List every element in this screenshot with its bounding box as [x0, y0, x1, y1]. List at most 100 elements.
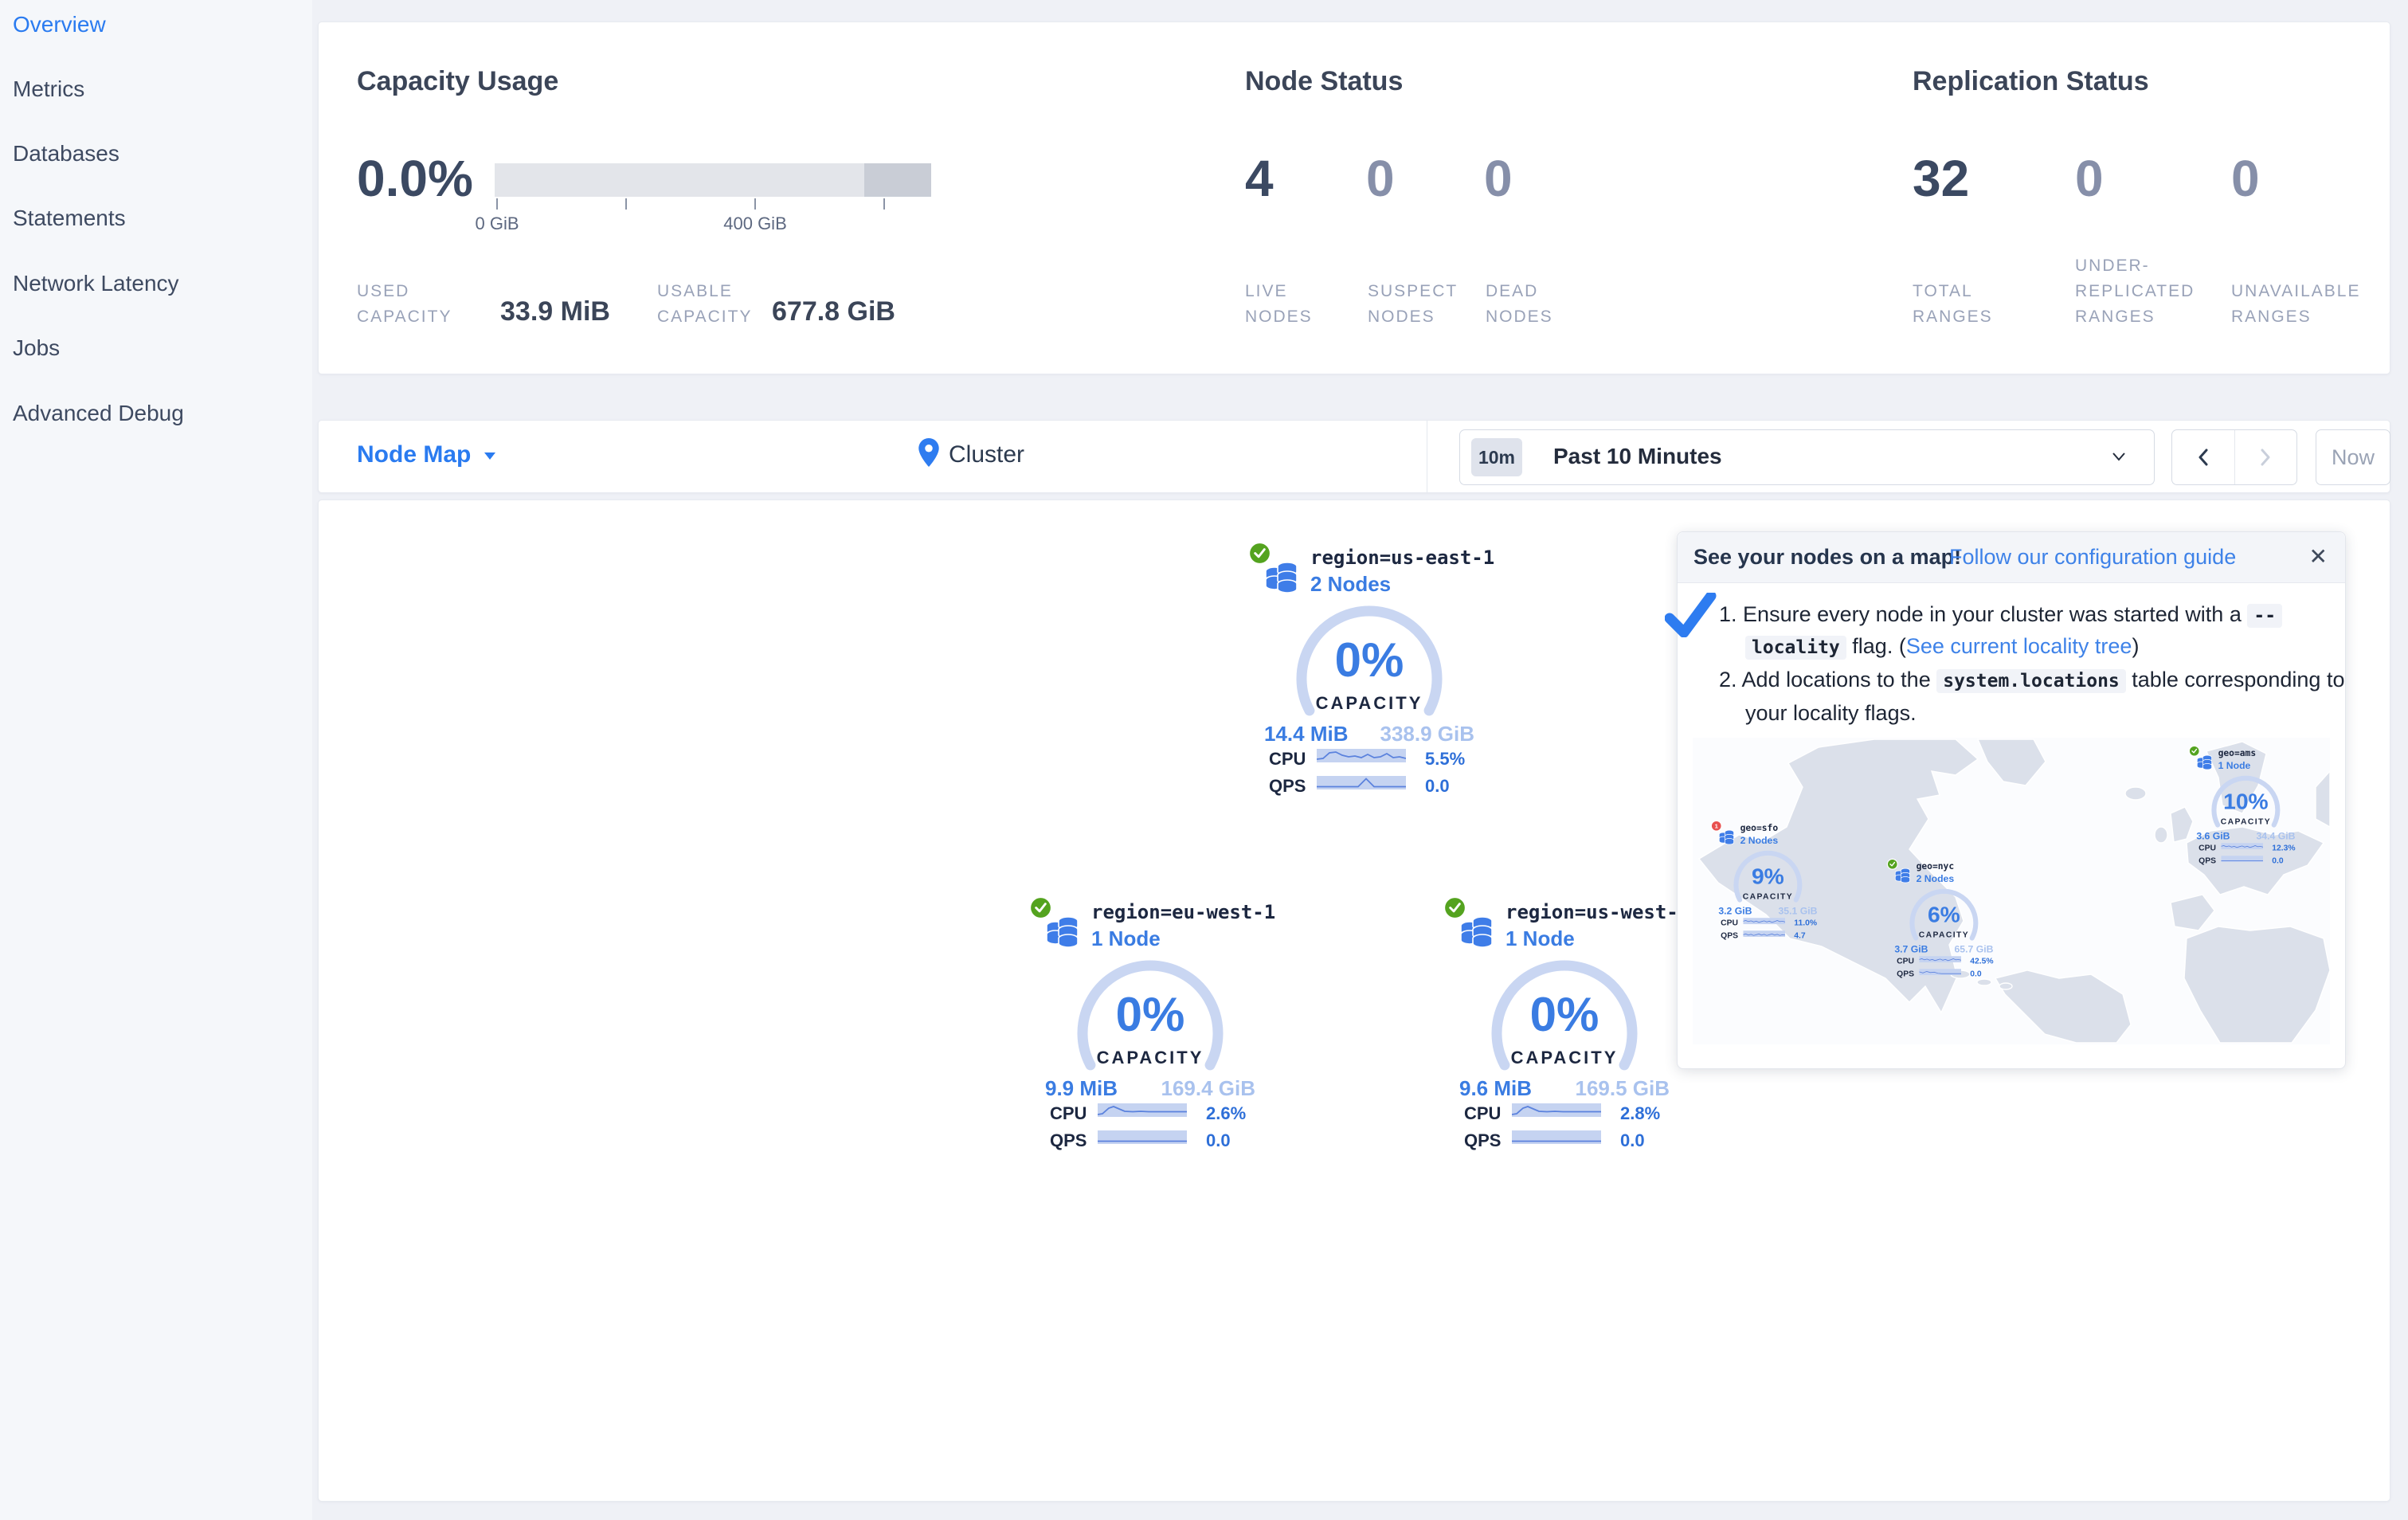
node-map-config-popup: See your nodes on a map! Follow our conf…	[1665, 531, 2346, 1069]
geo-nodes-link[interactable]: 1 Node	[2218, 759, 2251, 771]
total-capacity: 338.9 GiB	[1380, 722, 1474, 746]
capacity-caption: CAPACITY	[1510, 1048, 1619, 1068]
total-capacity: 169.4 GiB	[1161, 1076, 1255, 1100]
qps-sparkline	[1919, 969, 1961, 976]
database-stack-icon	[1265, 562, 1298, 594]
configuration-guide-link[interactable]: Follow our configuration guide	[1949, 545, 2237, 569]
sidebar-item-advanced-debug[interactable]: Advanced Debug	[13, 401, 184, 425]
qps-value: 0.0	[2272, 856, 2284, 865]
qps-label: QPS	[1897, 969, 1915, 978]
locality-tree-link[interactable]: See current locality tree	[1905, 634, 2132, 658]
blue-check-annotation-icon	[1665, 593, 1717, 637]
prev-time-button[interactable]	[2172, 430, 2235, 484]
popup-header: See your nodes on a map! Follow our conf…	[1678, 532, 2345, 583]
capacity-tick	[496, 198, 498, 210]
total-capacity: 65.7 GiB	[1954, 943, 1994, 955]
cpu-value: 5.5%	[1425, 749, 1466, 769]
code-system-locations: system.locations	[1936, 669, 2126, 693]
cpu-value: 2.6%	[1206, 1103, 1247, 1123]
sidebar-item-overview[interactable]: Overview	[13, 12, 106, 37]
geo-card-sfo[interactable]: 1 geo=sfo 2 Nodes 9% CAPACITY 3.2 GiB 35…	[1710, 820, 1823, 944]
qps-value: 0.0	[1620, 1130, 1645, 1150]
view-selector-dropdown[interactable]: Node Map	[357, 441, 471, 468]
capacity-percent: 10%	[2223, 788, 2269, 814]
sidebar-item-network-latency[interactable]: Network Latency	[13, 271, 179, 296]
capacity-tick	[625, 198, 627, 210]
total-capacity: 169.5 GiB	[1575, 1076, 1670, 1100]
used-capacity: 9.9 MiB	[1045, 1076, 1118, 1100]
capacity-arc-gauge	[1077, 960, 1224, 1071]
geo-card-ams[interactable]: geo=ams 1 Node 10% CAPACITY 3.6 GiB 34.4…	[2188, 745, 2300, 869]
used-capacity: 3.6 GiB	[2196, 830, 2230, 842]
qps-sparkline	[1317, 776, 1406, 789]
step-number: 1.	[1719, 602, 1737, 626]
qps-sparkline	[1098, 1130, 1187, 1144]
dead-nodes-label: DEAD NODES	[1486, 282, 1553, 326]
code-locality-flag: --	[2247, 604, 2283, 628]
capacity-caption: CAPACITY	[1918, 930, 1970, 939]
step-text: flag. (	[1846, 634, 1906, 658]
healthy-check-icon	[1886, 858, 1898, 870]
cpu-label: CPU	[2199, 843, 2216, 852]
region-card-us-east-1[interactable]: region=us-east-1 2 Nodes 0% CAPACITY 14.…	[1247, 540, 1494, 805]
qps-value: 0.0	[1425, 776, 1450, 796]
cpu-label: CPU	[1050, 1103, 1087, 1123]
next-time-button[interactable]	[2234, 430, 2296, 484]
capacity-percent: 0%	[1115, 988, 1185, 1041]
qps-label: QPS	[2199, 856, 2217, 865]
region-nodes-link[interactable]: 1 Node	[1505, 926, 1575, 950]
total-ranges-count: 32	[1913, 150, 1970, 207]
cpu-label: CPU	[1269, 749, 1306, 769]
used-capacity-label: USED CAPACITY	[357, 282, 452, 326]
popup-step-2-line-2: your locality flags.	[1745, 701, 1917, 725]
used-capacity: 9.6 MiB	[1459, 1076, 1533, 1100]
capacity-usage-bar	[495, 163, 931, 197]
region-card-us-west-1[interactable]: region=us-west-1 1 Node 0% CAPACITY 9.6 …	[1442, 895, 1690, 1159]
capacity-percent: 9%	[1752, 863, 1784, 889]
close-icon[interactable]: ✕	[2308, 544, 2328, 569]
world-map-graphic	[1697, 738, 2330, 1044]
node-map-toolbar: Node Map Cluster 10m Past 10 Minutes Now	[318, 420, 2390, 493]
under-replicated-count: 0	[2075, 150, 2104, 207]
sidebar-item-metrics[interactable]: Metrics	[13, 76, 85, 101]
geo-nodes-link[interactable]: 2 Nodes	[1740, 834, 1779, 846]
region-nodes-link[interactable]: 2 Nodes	[1310, 572, 1392, 596]
healthy-check-icon	[1443, 895, 1467, 920]
breadcrumb[interactable]: Cluster	[949, 441, 1025, 468]
live-nodes-label: LIVE NODES	[1245, 282, 1313, 326]
geo-nodes-link[interactable]: 2 Nodes	[1916, 872, 1955, 884]
capacity-arc-gauge	[1296, 605, 1443, 716]
capacity-caption: CAPACITY	[2220, 817, 2272, 826]
time-range-dropdown[interactable]: 10m Past 10 Minutes	[1459, 429, 2155, 485]
qps-sparkline	[2221, 856, 2263, 863]
region-card-eu-west-1[interactable]: region=eu-west-1 1 Node 0% CAPACITY 9.9 …	[1028, 895, 1275, 1159]
capacity-tick-label-0: 0 GiB	[475, 214, 519, 233]
database-stack-icon	[2196, 754, 2212, 770]
warning-badge-icon: 1	[1710, 820, 1722, 832]
step-text: Ensure every node in your cluster was st…	[1743, 602, 2248, 626]
geo-title: geo=nyc	[1916, 860, 1955, 872]
capacity-arc-gauge	[1909, 888, 1979, 941]
region-title: region=us-east-1	[1310, 546, 1495, 569]
qps-value: 0.0	[1970, 969, 1982, 978]
region-nodes-link[interactable]: 1 Node	[1091, 926, 1161, 950]
qps-value: 4.7	[1794, 930, 1806, 940]
caret-down-icon[interactable]	[484, 452, 495, 460]
qps-sparkline	[1743, 930, 1785, 938]
capacity-arc-gauge	[1491, 960, 1638, 1071]
step-number: 2.	[1719, 668, 1737, 691]
region-title: region=eu-west-1	[1091, 901, 1276, 923]
cpu-sparkline	[1098, 1103, 1187, 1117]
qps-label: QPS	[1050, 1130, 1087, 1150]
capacity-tick	[883, 198, 885, 210]
sidebar-item-statements[interactable]: Statements	[13, 206, 126, 230]
healthy-check-icon	[2188, 745, 2200, 757]
popup-step-1-line-1: 1. Ensure every node in your cluster was…	[1719, 602, 2283, 628]
used-capacity-value: 33.9 MiB	[500, 296, 610, 327]
sidebar-item-jobs[interactable]: Jobs	[13, 335, 61, 360]
qps-sparkline	[1512, 1130, 1601, 1144]
now-button[interactable]: Now	[2316, 429, 2390, 485]
used-capacity: 3.7 GiB	[1894, 943, 1928, 955]
sidebar-item-databases[interactable]: Databases	[13, 141, 119, 166]
geo-card-nyc[interactable]: geo=nyc 2 Nodes 6% CAPACITY 3.7 GiB 65.7…	[1886, 858, 1999, 982]
